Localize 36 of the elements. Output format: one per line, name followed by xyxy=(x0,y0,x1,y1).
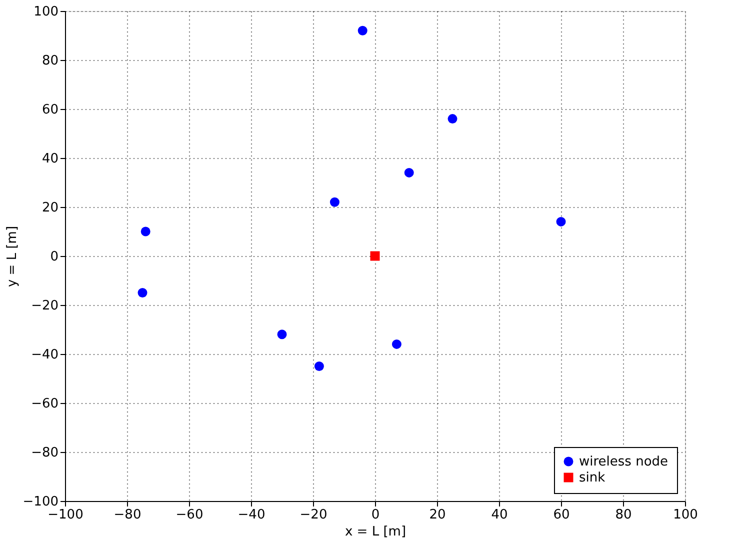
y-tick-label: −20 xyxy=(31,298,58,314)
y-axis-title: y = L [m] xyxy=(4,226,20,288)
x-tick-label: 80 xyxy=(615,508,632,522)
x-tick-label: −80 xyxy=(114,508,142,522)
x-tick-label: 100 xyxy=(673,508,698,522)
point xyxy=(138,288,148,298)
point xyxy=(370,251,380,261)
point xyxy=(277,330,287,340)
y-tick-label: 60 xyxy=(42,102,58,118)
point xyxy=(140,226,150,236)
x-tick-label: 20 xyxy=(429,508,446,522)
y-tick-label: −80 xyxy=(31,446,58,460)
legend-label: wireless node xyxy=(579,454,668,470)
x-tick-label: 40 xyxy=(491,508,508,522)
x-tick-label: 0 xyxy=(371,508,380,522)
point xyxy=(358,26,368,36)
y-tick-label: 0 xyxy=(50,250,58,264)
x-tick-label: −40 xyxy=(238,508,266,522)
x-tick-label: −20 xyxy=(300,508,328,522)
y-tick-label: 100 xyxy=(34,4,58,20)
point xyxy=(314,362,324,371)
y-tick-label: −40 xyxy=(31,348,58,362)
point xyxy=(330,197,340,207)
point xyxy=(392,339,402,349)
y-tick-label: 40 xyxy=(42,152,58,166)
x-tick-label: −60 xyxy=(176,508,204,522)
y-tick-label: −100 xyxy=(22,494,58,510)
y-tick-label: 20 xyxy=(42,200,58,216)
y-tick-label: −60 xyxy=(31,396,58,412)
point xyxy=(448,114,458,124)
point xyxy=(556,216,566,226)
x-tick-label: 60 xyxy=(553,508,570,522)
y-tick-label: 80 xyxy=(42,54,58,68)
x-axis-title: x = L [m] xyxy=(344,524,406,540)
legend-label: sink xyxy=(579,470,606,486)
point xyxy=(404,168,414,178)
